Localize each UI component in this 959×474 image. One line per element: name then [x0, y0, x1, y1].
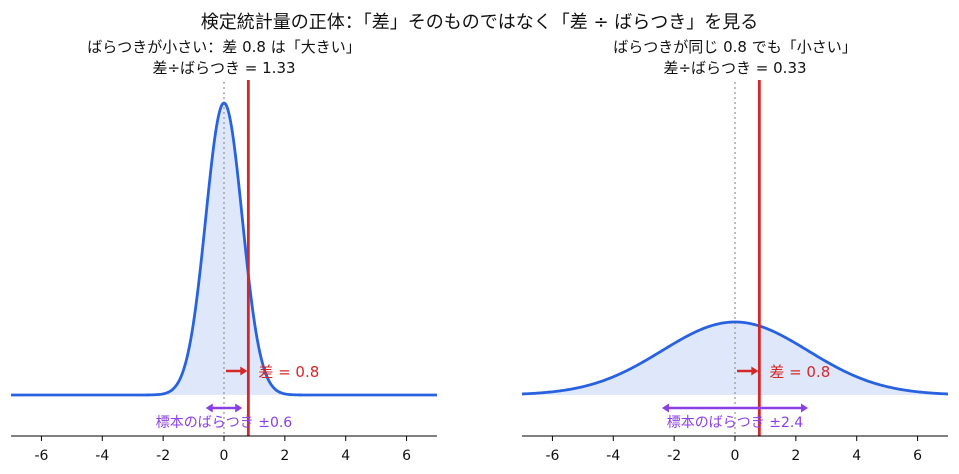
x-tick-label: -6 — [545, 448, 559, 464]
x-tick-label: -6 — [34, 448, 48, 464]
x-tick-label: 4 — [852, 448, 861, 464]
density-curve — [521, 320, 949, 396]
difference-label: 差 = 0.8 — [769, 363, 830, 381]
x-tick-label: 2 — [791, 448, 800, 464]
panel-left-title-line2: 差÷ばらつき = 1.33 — [152, 59, 296, 77]
spread-arrowhead-right — [801, 403, 809, 413]
difference-label: 差 = 0.8 — [258, 363, 319, 381]
panel-left-title: ばらつきが小さい：差 0.8 は「大きい」 差÷ばらつき = 1.33 — [4, 37, 444, 79]
x-tick-label: -2 — [667, 448, 681, 464]
spread-label: 標本のばらつき ±0.6 — [156, 415, 293, 431]
panel-left-title-line1: ばらつきが小さい：差 0.8 は「大きい」 — [87, 38, 361, 56]
panel-right-title-line1: ばらつきが同じ 0.8 でも「小さい」 — [613, 38, 857, 56]
figure-title: 検定統計量の正体：「差」そのものではなく「差 ÷ ばらつき」を見る — [200, 12, 759, 33]
x-tick-label: 4 — [341, 448, 350, 464]
panel-right-title: ばらつきが同じ 0.8 でも「小さい」 差÷ばらつき = 0.33 — [515, 37, 955, 79]
spread-arrowhead-left — [661, 403, 669, 413]
panel-right-plot: 差 = 0.8 標本のばらつき ±2.4 -6 -4 -2 0 2 4 6 — [521, 80, 949, 464]
difference-arrowhead — [751, 366, 759, 376]
x-tick-label: 0 — [220, 448, 229, 464]
x-tick-label: 6 — [913, 448, 922, 464]
difference-arrowhead — [240, 366, 248, 376]
x-tick-label: -4 — [95, 448, 109, 464]
spread-arrowhead-right — [235, 403, 243, 413]
x-tick-label: 2 — [280, 448, 289, 464]
x-tick-label: 6 — [402, 448, 411, 464]
spread-label: 標本のばらつき ±2.4 — [667, 415, 804, 431]
panel-left-plot: 差 = 0.8 標本のばらつき ±0.6 -6 -4 -2 0 2 4 6 — [11, 80, 437, 464]
x-tick-label: -4 — [606, 448, 620, 464]
density-curve — [11, 101, 437, 397]
x-tick-label: 0 — [731, 448, 740, 464]
x-tick-label: -2 — [156, 448, 170, 464]
spread-arrowhead-left — [205, 403, 213, 413]
panel-right-title-line2: 差÷ばらつき = 0.33 — [663, 59, 807, 77]
